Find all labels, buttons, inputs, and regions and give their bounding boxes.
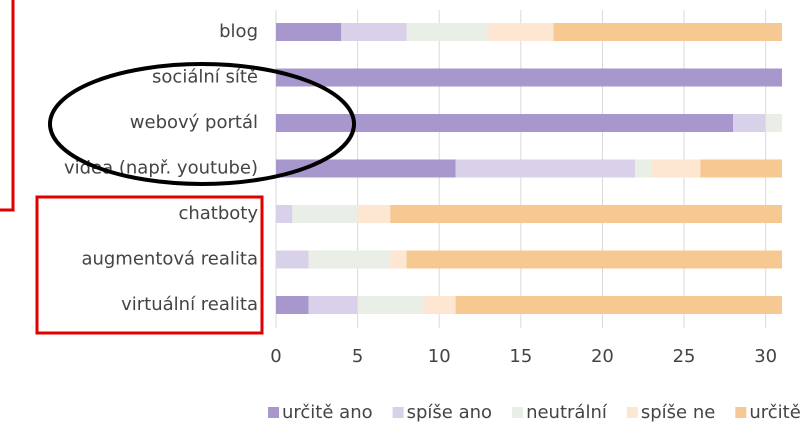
bar-segment bbox=[651, 159, 701, 178]
y-tick-label: videa (např. youtube) bbox=[64, 158, 258, 179]
highlight-ellipse bbox=[48, 62, 356, 186]
bar-segment bbox=[276, 159, 456, 178]
bar-segment bbox=[357, 296, 423, 314]
bar-segment bbox=[276, 23, 342, 41]
x-tick-label: 25 bbox=[673, 346, 696, 367]
legend-marker bbox=[392, 407, 404, 418]
bar-segment bbox=[406, 250, 782, 269]
highlight-box bbox=[0, 0, 15, 212]
legend-marker bbox=[735, 407, 747, 418]
bar-segment bbox=[635, 159, 652, 178]
x-tick-label: 20 bbox=[591, 346, 614, 367]
y-tick-label: chatboty bbox=[178, 203, 258, 224]
bar-segment bbox=[276, 250, 309, 269]
bar-segment bbox=[276, 296, 309, 314]
legend-marker bbox=[268, 407, 279, 418]
bar-segment bbox=[422, 296, 456, 314]
bar-segment bbox=[700, 159, 782, 178]
bar-segment bbox=[276, 205, 293, 223]
bar-segment bbox=[308, 250, 391, 269]
x-tick-label: 10 bbox=[428, 346, 451, 367]
legend-label: neutrální bbox=[526, 402, 608, 423]
bar-segment bbox=[455, 159, 636, 178]
bar-segment bbox=[390, 205, 782, 223]
bar-segment bbox=[308, 296, 358, 314]
y-tick-label: virtuální realita bbox=[121, 294, 258, 315]
bar-segment bbox=[455, 296, 782, 314]
y-tick-label: webový portál bbox=[130, 112, 258, 133]
legend-label: spíše ano bbox=[407, 402, 492, 423]
bar-segment bbox=[292, 205, 358, 223]
x-tick-label: 0 bbox=[270, 346, 281, 367]
x-tick-label: 30 bbox=[754, 346, 777, 367]
bar-segment bbox=[276, 68, 782, 87]
bar-segment bbox=[406, 23, 489, 41]
labels: 0 5 10 15 20 25 30 blog sociální sítě webový port… bbox=[64, 21, 777, 367]
bar-segment bbox=[357, 205, 391, 223]
bar-segment bbox=[765, 114, 782, 132]
bars bbox=[276, 23, 782, 314]
bar-segment bbox=[341, 23, 407, 41]
highlight-box bbox=[35, 195, 264, 335]
legend: určitě ano spíše ano neutrální spíše ne urči… bbox=[268, 402, 802, 423]
bar-segment bbox=[390, 250, 407, 269]
x-tick-label: 5 bbox=[352, 346, 363, 367]
legend-label: určitě ano bbox=[282, 402, 373, 423]
legend-marker bbox=[626, 407, 638, 418]
y-tick-label: blog bbox=[219, 21, 258, 42]
bar-segment bbox=[733, 114, 766, 132]
legend-label: určitě ne bbox=[749, 402, 802, 423]
legend-marker bbox=[512, 407, 524, 418]
y-tick-label: augmentová realita bbox=[81, 249, 258, 270]
legend-label: spíše ne bbox=[641, 402, 715, 423]
bar-segment bbox=[553, 23, 782, 41]
bar-segment bbox=[276, 114, 734, 132]
y-tick-label: sociální sítě bbox=[152, 67, 258, 88]
bar-segment bbox=[488, 23, 554, 41]
x-tick-label: 15 bbox=[509, 346, 532, 367]
